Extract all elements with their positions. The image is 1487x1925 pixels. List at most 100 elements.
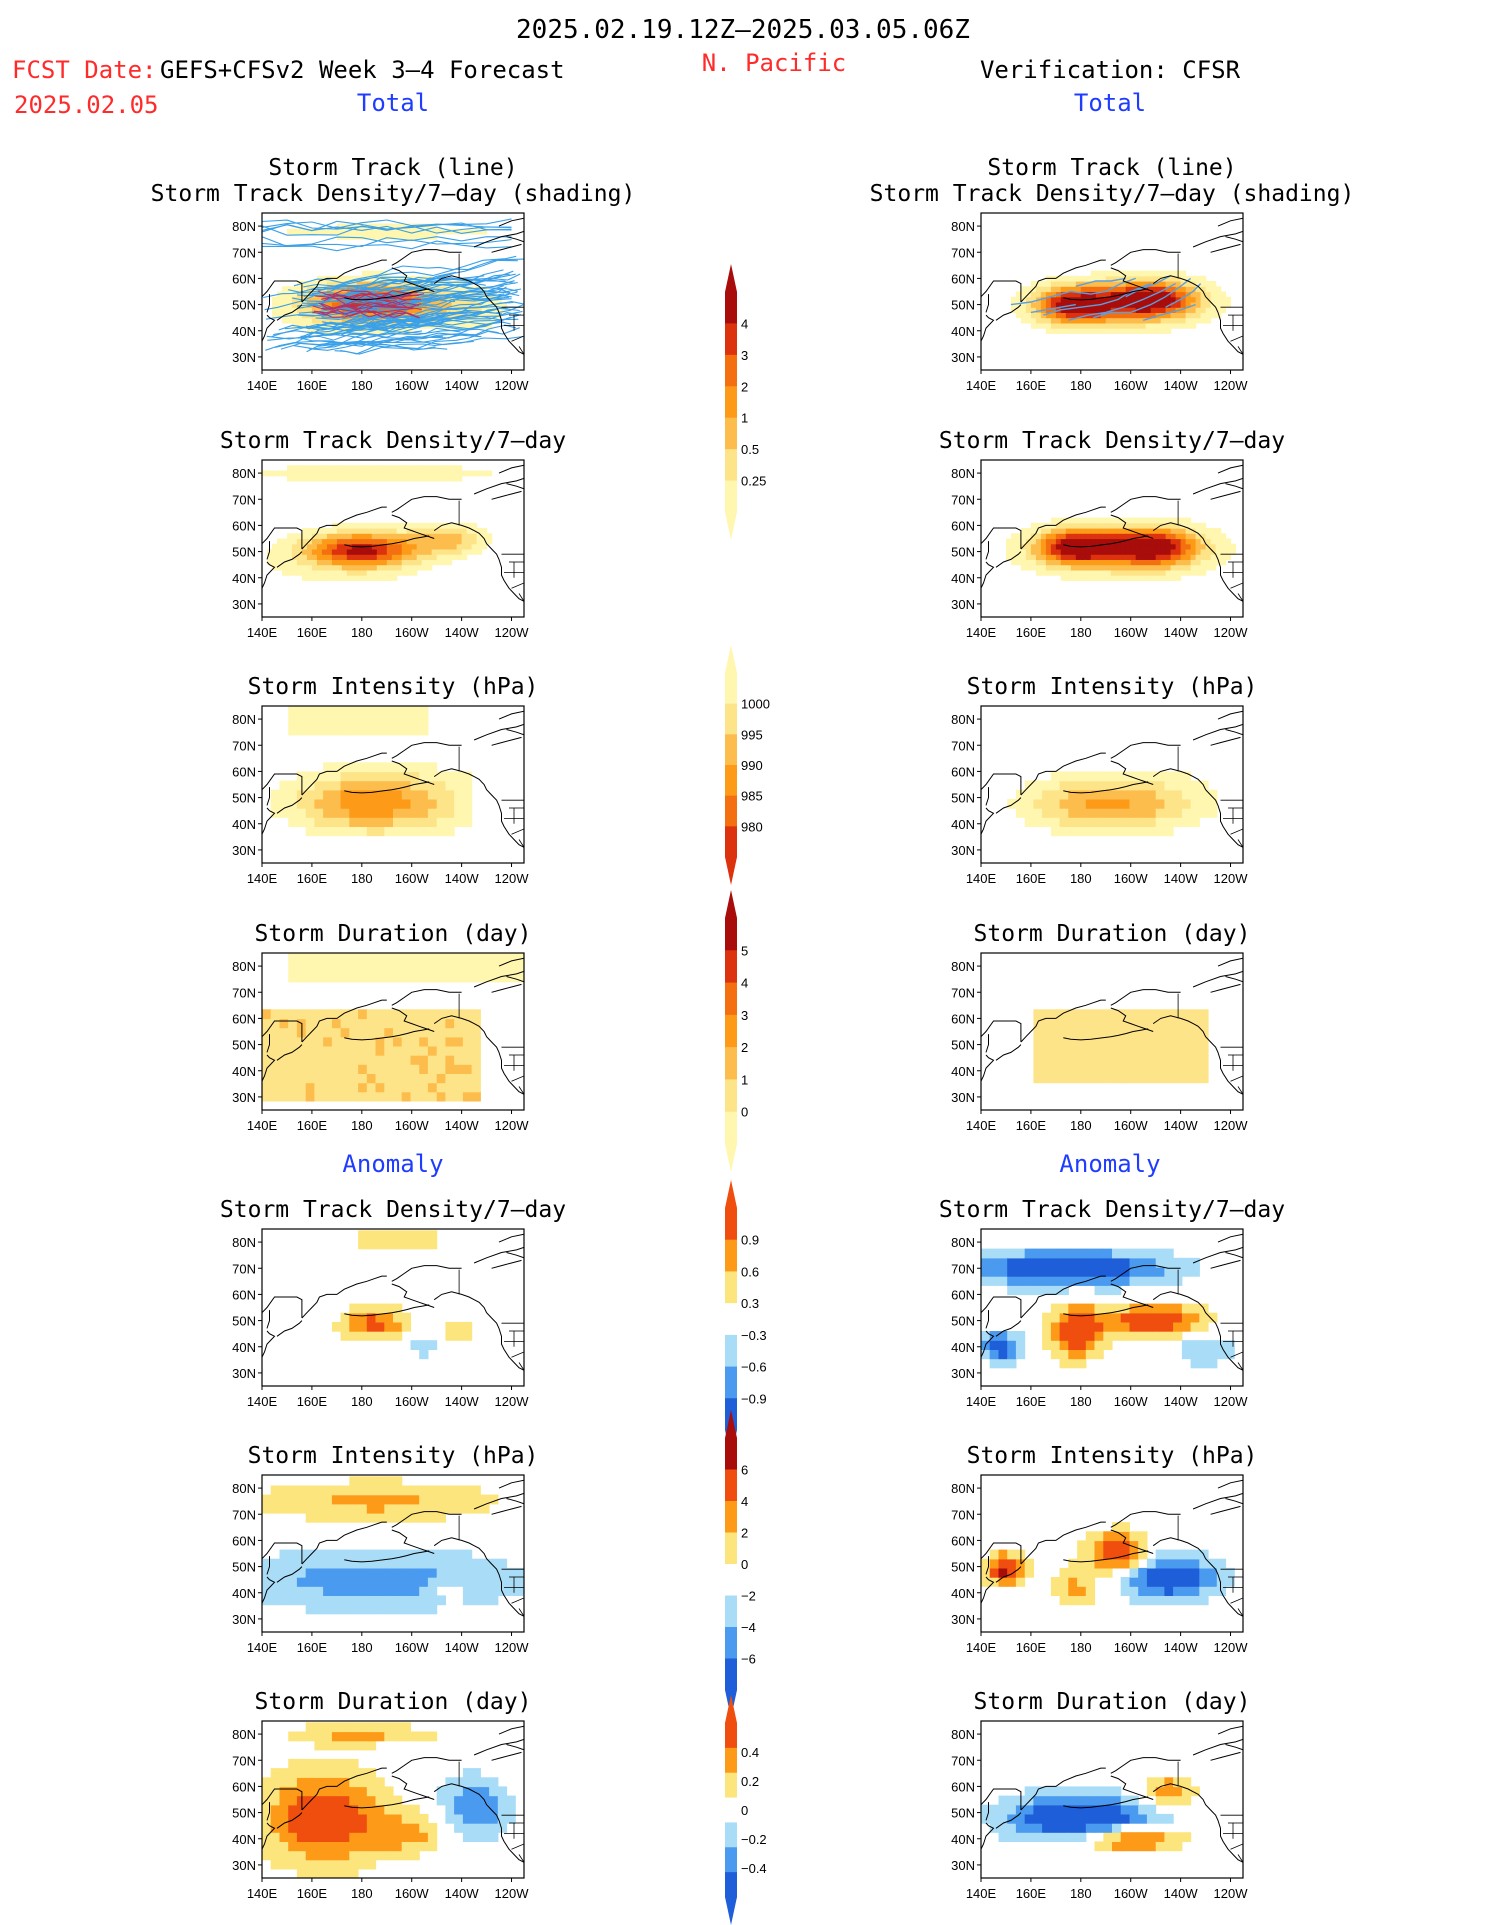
field-cell <box>331 789 342 800</box>
field-cell <box>1181 1786 1192 1797</box>
field-cell <box>291 470 298 477</box>
field-cell <box>1120 1804 1130 1815</box>
field-cell <box>361 569 368 576</box>
lon-tick-label: 160E <box>1016 1640 1047 1655</box>
field-cell <box>1025 559 1032 566</box>
field-cell <box>1165 543 1172 550</box>
lon-tick-label: 140W <box>445 1640 480 1655</box>
field-cell <box>1180 564 1187 571</box>
field-cell <box>321 317 328 324</box>
field-cell <box>391 522 398 529</box>
coastline <box>276 1044 303 1061</box>
field-cell <box>296 963 307 974</box>
field-cell <box>321 228 328 235</box>
field-cell <box>340 1073 350 1084</box>
field-cell <box>410 1850 420 1861</box>
field-cell <box>381 270 388 277</box>
field-cell <box>1007 1558 1017 1569</box>
field-cell <box>323 1503 333 1514</box>
field-cell <box>331 725 342 736</box>
field-cell <box>375 808 385 818</box>
field-cell <box>486 322 493 329</box>
field-cell <box>436 972 446 983</box>
field-cell <box>346 228 353 235</box>
field-cell <box>282 549 288 555</box>
field-cell <box>1138 826 1148 837</box>
field-cell <box>426 543 433 550</box>
field-cell <box>375 1595 385 1606</box>
lat-tick-label: 30N <box>951 1366 975 1381</box>
lon-tick-label: 120W <box>1214 625 1249 640</box>
lon-tick-label: 160W <box>395 378 430 393</box>
field-cell <box>1045 322 1052 329</box>
field-cell <box>1094 1813 1104 1824</box>
field-cell <box>393 1321 403 1332</box>
field-cell <box>331 538 338 545</box>
field-cell <box>410 762 420 773</box>
field-cell <box>998 1567 1008 1578</box>
region-label: N. Pacific <box>702 49 847 77</box>
field-cell <box>436 291 443 298</box>
field-cell <box>1215 307 1222 313</box>
field-cell <box>1210 528 1217 534</box>
field-cell <box>1195 312 1202 319</box>
field-cell <box>1155 1257 1165 1268</box>
colorbar-swatch <box>725 1111 737 1145</box>
field-cell <box>326 465 333 471</box>
field-cell <box>1150 543 1157 550</box>
colorbar-swatch <box>725 795 737 827</box>
field-cell <box>1195 522 1202 529</box>
field-cell <box>366 1777 377 1788</box>
lon-tick-label: 180 <box>1070 1886 1092 1901</box>
field-cell <box>371 522 378 529</box>
field-cell <box>396 569 403 576</box>
field-cell <box>431 307 438 313</box>
lat-tick-label: 30N <box>232 1090 256 1105</box>
field-cell <box>393 1850 403 1861</box>
border-line <box>1237 593 1243 602</box>
field-cell <box>340 1009 350 1020</box>
field-cell <box>445 1045 455 1056</box>
colorbar-swatch <box>725 703 737 735</box>
lat-tick-label: 30N <box>951 843 975 858</box>
field-cell <box>1130 302 1137 308</box>
field-cell <box>1015 808 1026 818</box>
field-cell <box>1094 1073 1104 1084</box>
field-cell <box>1065 302 1072 308</box>
field-cell <box>323 1768 333 1778</box>
field-cell <box>1090 270 1097 277</box>
field-cell <box>427 1082 438 1093</box>
lon-tick-label: 140E <box>247 1640 278 1655</box>
field-cell <box>1190 1558 1200 1569</box>
field-cell <box>1060 533 1067 540</box>
field-cell <box>1130 281 1137 287</box>
field-cell <box>1170 543 1177 550</box>
field-cell <box>1065 559 1072 566</box>
field-cell <box>366 575 373 581</box>
field-cell <box>1155 554 1162 560</box>
field-cell <box>401 1230 411 1241</box>
field-cell <box>384 963 394 974</box>
field-cell <box>462 1082 473 1093</box>
field-cell <box>1112 1064 1122 1074</box>
field-cell <box>1077 1266 1087 1277</box>
map-frame <box>980 1720 1244 1879</box>
field-cell <box>305 1786 315 1797</box>
field-cell <box>384 826 394 837</box>
field-cell <box>454 1036 464 1047</box>
field-cell <box>411 569 418 576</box>
field-cell <box>1007 1276 1017 1286</box>
coastline <box>1110 514 1154 539</box>
coastline <box>1192 1246 1243 1264</box>
field-cell <box>1120 780 1130 791</box>
field-cell <box>462 798 473 809</box>
field-cell <box>1050 1257 1061 1268</box>
field-cell <box>1077 1595 1087 1606</box>
field-cell <box>384 1331 394 1341</box>
lat-tick-label: 60N <box>951 1533 975 1548</box>
field-cell <box>1175 275 1182 282</box>
field-cell <box>1094 1531 1104 1542</box>
coastline <box>985 294 989 313</box>
field-cell <box>446 470 453 477</box>
